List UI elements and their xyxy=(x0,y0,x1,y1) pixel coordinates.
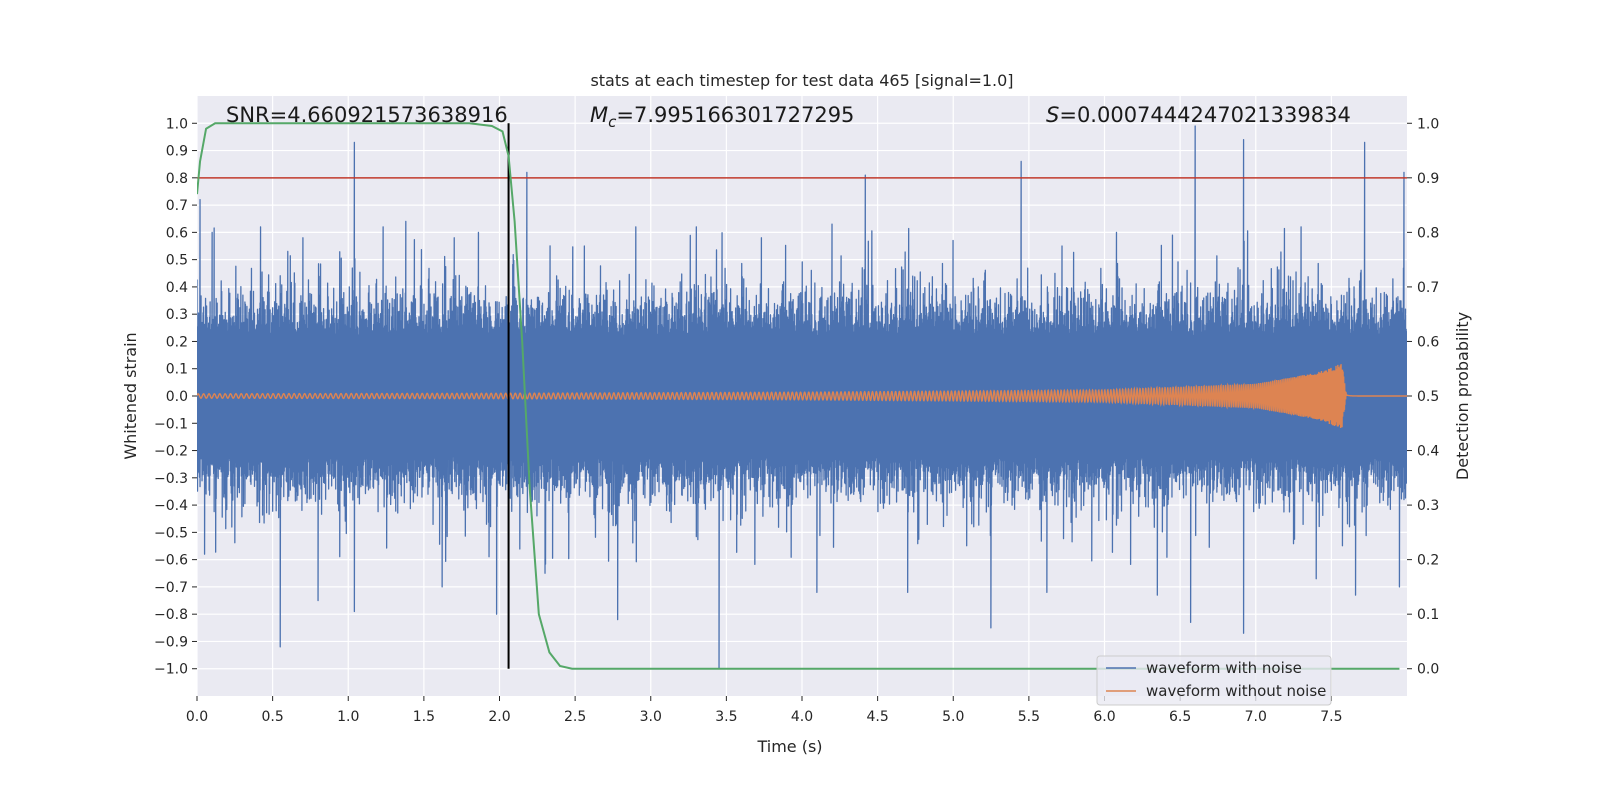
y-tick-label: 0.3 xyxy=(166,307,188,323)
series-waveform-with-noise xyxy=(197,125,1407,670)
y-tick-label: 0.6 xyxy=(166,225,188,241)
y-axis-label: Whitened strain xyxy=(121,332,140,459)
y2-tick-label: 0.9 xyxy=(1417,171,1439,187)
y2-tick-label: 0.5 xyxy=(1417,389,1439,405)
x-tick-label: 5.0 xyxy=(942,709,964,725)
y-tick-label: 0.4 xyxy=(166,280,188,296)
s-symbol: S xyxy=(1046,103,1059,127)
y2-tick-label: 1.0 xyxy=(1417,116,1439,132)
y2-tick-label: 0.8 xyxy=(1417,225,1439,241)
x-tick-label: 0.5 xyxy=(261,709,283,725)
x-tick-label: 7.5 xyxy=(1320,709,1342,725)
s-value: =0.0007444247021339834 xyxy=(1059,103,1351,127)
x-tick-label: 3.0 xyxy=(640,709,662,725)
x-tick-label: 6.5 xyxy=(1169,709,1191,725)
x-tick-label: 5.5 xyxy=(1018,709,1040,725)
chirp-mass-annotation: Mc=7.995166301727295 xyxy=(590,103,854,131)
y-tick-label: −0.8 xyxy=(154,607,188,623)
x-tick-label: 0.0 xyxy=(186,709,208,725)
legend: waveform with noise waveform without noi… xyxy=(1096,655,1332,706)
x-tick-label: 4.0 xyxy=(791,709,813,725)
y2-tick-label: 0.0 xyxy=(1417,662,1439,678)
y2-tick-label: 0.1 xyxy=(1417,607,1439,623)
x-tick-label: 2.0 xyxy=(488,709,510,725)
y-tick-label: 0.7 xyxy=(166,198,188,214)
x-tick-label: 1.5 xyxy=(413,709,435,725)
y2-tick-label: 0.4 xyxy=(1417,444,1439,460)
y-tick-label: 0.8 xyxy=(166,171,188,187)
x-tick-label: 1.0 xyxy=(337,709,359,725)
legend-label-noise: waveform with noise xyxy=(1146,659,1302,677)
mc-subscript: c xyxy=(608,113,617,131)
chart-title: stats at each timestep for test data 465… xyxy=(590,71,1013,90)
y-tick-label: −0.9 xyxy=(154,634,188,650)
x-axis: 0.0 0.5 1.0 1.5 2.0 2.5 3.0 3.5 4.0 4.5 5.0 5.5 6.0 6… xyxy=(186,696,1343,725)
y-axis-right: 1.0 0.9 0.8 0.7 0.6 0.5 0.4 0.3 0.2 0.1 0.0 xyxy=(1407,116,1439,678)
series-waveform-without-noise xyxy=(197,364,1407,429)
x-tick-label: 2.5 xyxy=(564,709,586,725)
y-tick-label: −0.1 xyxy=(154,416,188,432)
x-axis-label: Time (s) xyxy=(756,737,822,756)
y-tick-label: −0.2 xyxy=(154,444,188,460)
x-tick-label: 7.0 xyxy=(1245,709,1267,725)
y-tick-label: −0.3 xyxy=(154,471,188,487)
y-tick-label: 0.1 xyxy=(166,362,188,378)
y-tick-label: −0.7 xyxy=(154,580,188,596)
y2-tick-label: 0.7 xyxy=(1417,280,1439,296)
y2-axis-label: Detection probability xyxy=(1453,312,1472,480)
x-tick-label: 6.0 xyxy=(1093,709,1115,725)
y-tick-label: −0.5 xyxy=(154,525,188,541)
y-tick-label: −1.0 xyxy=(154,662,188,678)
y2-tick-label: 0.3 xyxy=(1417,498,1439,514)
legend-box xyxy=(1096,655,1332,706)
y-tick-label: 0.9 xyxy=(166,144,188,160)
y-tick-label: −0.4 xyxy=(154,498,188,514)
y2-tick-label: 0.6 xyxy=(1417,334,1439,350)
legend-label-clean: waveform without noise xyxy=(1146,682,1326,700)
y-tick-label: 0.5 xyxy=(166,253,188,269)
x-tick-label: 4.5 xyxy=(866,709,888,725)
x-tick-label: 3.5 xyxy=(715,709,737,725)
snr-annotation: SNR=4.660921573638916 xyxy=(226,103,508,127)
y-tick-label: 0.2 xyxy=(166,334,188,350)
y-tick-label: 1.0 xyxy=(166,116,188,132)
y-axis-left: 1.0 0.9 0.8 0.7 0.6 0.5 0.4 0.3 0.2 0.1 0.0 −0.1 −0.… xyxy=(154,116,197,678)
y-tick-label: 0.0 xyxy=(166,389,188,405)
y-tick-label: −0.6 xyxy=(154,553,188,569)
s-annotation: S=0.0007444247021339834 xyxy=(1046,103,1351,127)
y2-tick-label: 0.2 xyxy=(1417,553,1439,569)
series-detection-probability xyxy=(197,122,1400,670)
mc-value: =7.995166301727295 xyxy=(616,103,854,127)
mc-symbol: M xyxy=(590,103,608,127)
